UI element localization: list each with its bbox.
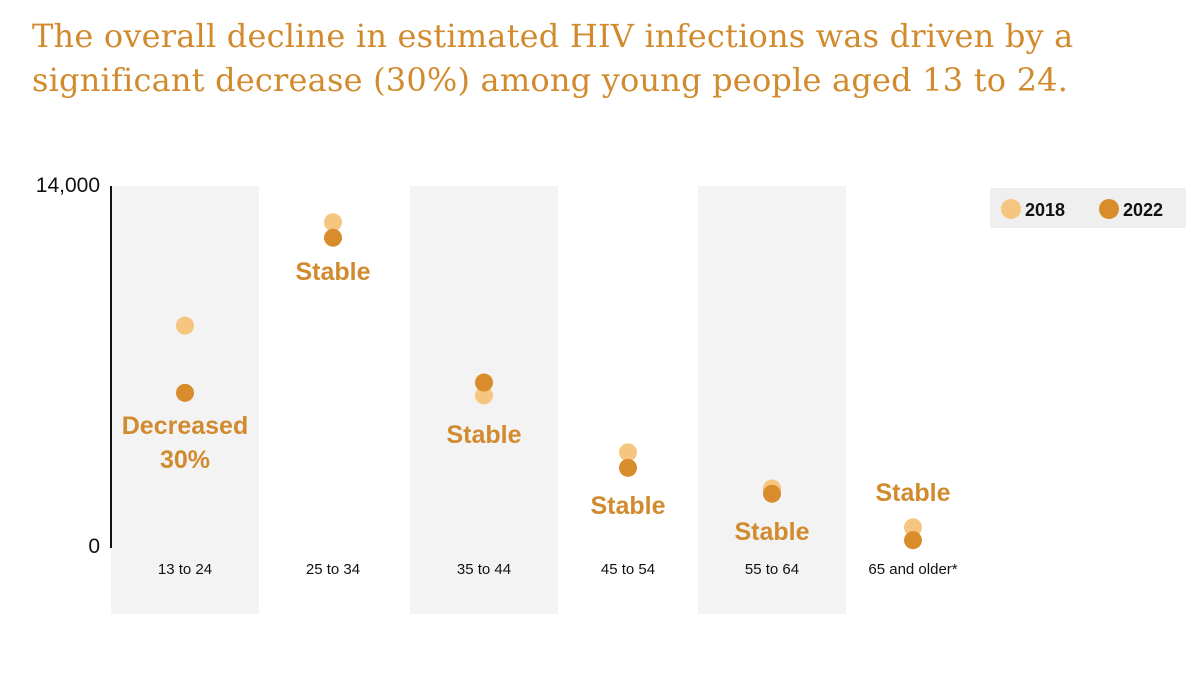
point-2018-13-to-24 [176, 316, 194, 335]
annotation-line: 30% [160, 446, 210, 474]
point-2022-45-to-54 [619, 458, 637, 477]
category-label-55-to-64: 55 to 64 [745, 561, 799, 578]
category-labels: 13 to 24 25 to 34 35 to 44 45 to 54 55 to 64… [158, 561, 958, 578]
annotation-line: Decreased [122, 412, 248, 440]
data-points [176, 213, 922, 550]
category-band-55-to-64 [698, 186, 846, 614]
point-2018-65-and-older [904, 518, 922, 537]
category-bands [111, 186, 846, 614]
legend-label-2018: 2018 [1025, 200, 1065, 220]
legend-background [990, 188, 1186, 228]
annotation-line: Stable [734, 518, 809, 546]
point-2018-35-to-44 [475, 386, 493, 405]
point-2022-65-and-older [904, 531, 922, 550]
point-2022-35-to-44 [475, 373, 493, 392]
point-2018-25-to-34 [324, 213, 342, 232]
trend-annotations: Decreased 30% Stable Stable Stable Stable Stab… [122, 258, 951, 546]
point-2022-55-to-64 [763, 484, 781, 503]
annotation-25-to-34: Stable [295, 258, 370, 286]
point-2018-45-to-54 [619, 443, 637, 462]
category-label-25-to-34: 25 to 34 [306, 561, 360, 578]
legend-label-2022: 2022 [1123, 200, 1163, 220]
chart-title: The overall decline in estimated HIV inf… [32, 17, 1074, 99]
y-tick-label-zero: 0 [88, 535, 100, 558]
category-label-13-to-24: 13 to 24 [158, 561, 212, 578]
annotation-line: Stable [446, 421, 521, 449]
legend-marker-2018 [1001, 199, 1021, 219]
annotation-65-and-older: Stable [875, 479, 950, 507]
annotation-line: Stable [590, 492, 665, 520]
annotation-line: Stable [295, 258, 370, 286]
annotation-line: Stable [875, 479, 950, 507]
category-label-65-and-older: 65 and older* [868, 561, 957, 578]
annotation-13-to-24: Decreased 30% [122, 412, 248, 474]
annotation-55-to-64: Stable [734, 518, 809, 546]
annotation-35-to-44: Stable [446, 421, 521, 449]
legend: 2018 2022 [990, 188, 1186, 228]
category-label-45-to-54: 45 to 54 [601, 561, 655, 578]
y-tick-label-max: 14,000 [36, 174, 100, 197]
legend-marker-2022 [1099, 199, 1119, 219]
category-label-35-to-44: 35 to 44 [457, 561, 511, 578]
point-2022-25-to-34 [324, 228, 342, 247]
point-2022-13-to-24 [176, 383, 194, 402]
annotation-45-to-54: Stable [590, 492, 665, 520]
